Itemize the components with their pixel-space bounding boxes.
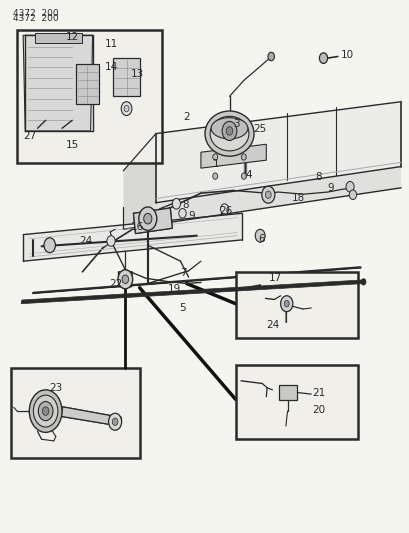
Bar	[17, 30, 162, 163]
Circle shape	[172, 198, 180, 209]
Polygon shape	[118, 272, 132, 287]
Circle shape	[112, 418, 118, 425]
Circle shape	[267, 52, 274, 61]
Circle shape	[118, 270, 133, 289]
Polygon shape	[278, 384, 296, 400]
Text: 15: 15	[65, 140, 79, 150]
Polygon shape	[21, 280, 364, 304]
Polygon shape	[123, 134, 155, 229]
Text: 21: 21	[311, 388, 324, 398]
Circle shape	[122, 275, 128, 284]
Text: 24: 24	[79, 236, 92, 246]
Text: 13: 13	[130, 69, 144, 79]
Ellipse shape	[209, 116, 248, 151]
Circle shape	[42, 407, 49, 415]
Ellipse shape	[360, 279, 365, 285]
Circle shape	[44, 238, 55, 253]
Text: 10: 10	[340, 50, 353, 60]
Text: 3: 3	[233, 119, 240, 129]
Bar	[11, 368, 139, 458]
Text: 16: 16	[130, 222, 144, 232]
Circle shape	[222, 122, 236, 141]
Circle shape	[144, 213, 151, 224]
Text: 2: 2	[183, 111, 189, 122]
Text: 4372  200: 4372 200	[13, 14, 58, 23]
Bar	[235, 365, 357, 439]
Text: 19: 19	[167, 284, 180, 294]
Polygon shape	[61, 407, 121, 426]
Circle shape	[345, 181, 353, 192]
Text: 12: 12	[65, 32, 79, 42]
Circle shape	[261, 186, 274, 203]
Circle shape	[220, 204, 228, 214]
Circle shape	[108, 413, 121, 430]
Circle shape	[319, 53, 327, 63]
Text: 23: 23	[49, 383, 62, 393]
Text: 26: 26	[219, 206, 232, 216]
Text: 4372  200: 4372 200	[13, 10, 58, 19]
Circle shape	[212, 154, 217, 160]
Text: 11: 11	[105, 39, 118, 49]
Text: 27: 27	[23, 131, 37, 141]
Circle shape	[283, 301, 288, 307]
Circle shape	[121, 102, 132, 116]
Circle shape	[178, 208, 186, 218]
Ellipse shape	[204, 111, 254, 156]
Text: 1: 1	[213, 159, 219, 169]
Polygon shape	[155, 102, 400, 203]
Bar	[235, 272, 357, 338]
Polygon shape	[23, 213, 241, 261]
Circle shape	[280, 296, 292, 312]
Text: 6: 6	[257, 234, 264, 244]
Circle shape	[265, 191, 270, 198]
Text: 8: 8	[182, 200, 188, 211]
Text: 22: 22	[109, 279, 122, 288]
Text: 20: 20	[311, 405, 324, 415]
Circle shape	[241, 154, 246, 160]
Polygon shape	[123, 165, 400, 229]
Text: 14: 14	[105, 62, 118, 71]
Polygon shape	[113, 58, 139, 96]
Circle shape	[226, 127, 232, 135]
Text: 7: 7	[180, 268, 187, 278]
Circle shape	[348, 190, 356, 199]
Circle shape	[241, 173, 246, 179]
Ellipse shape	[211, 118, 247, 139]
Ellipse shape	[33, 395, 58, 427]
Text: 17: 17	[268, 273, 281, 283]
Text: 18: 18	[291, 193, 304, 204]
Text: 4: 4	[245, 170, 252, 180]
Text: 8: 8	[315, 172, 321, 182]
Polygon shape	[35, 33, 82, 43]
Text: 9: 9	[327, 183, 333, 193]
Circle shape	[107, 236, 115, 246]
Circle shape	[139, 207, 156, 230]
Polygon shape	[133, 208, 172, 233]
Circle shape	[124, 106, 129, 112]
Polygon shape	[76, 64, 99, 104]
Ellipse shape	[29, 390, 62, 432]
Polygon shape	[23, 35, 92, 131]
Text: 25: 25	[253, 124, 266, 134]
Circle shape	[255, 229, 265, 242]
Text: 24: 24	[265, 320, 279, 330]
Text: 5: 5	[179, 303, 185, 313]
Text: 9: 9	[188, 211, 195, 221]
Polygon shape	[200, 144, 265, 168]
Circle shape	[212, 173, 217, 179]
Circle shape	[38, 401, 53, 421]
